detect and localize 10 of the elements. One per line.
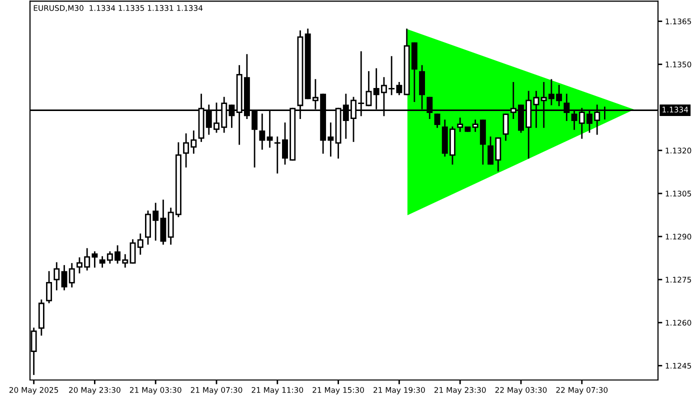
candlestick — [54, 262, 60, 290]
candlestick — [259, 114, 266, 150]
candlestick — [434, 114, 440, 128]
candlestick — [137, 234, 144, 255]
candlestick — [68, 263, 75, 288]
candlestick — [502, 114, 509, 141]
candlestick — [366, 71, 372, 106]
candlestick — [46, 271, 52, 304]
candlestick — [130, 239, 136, 264]
candlestick — [61, 265, 68, 290]
